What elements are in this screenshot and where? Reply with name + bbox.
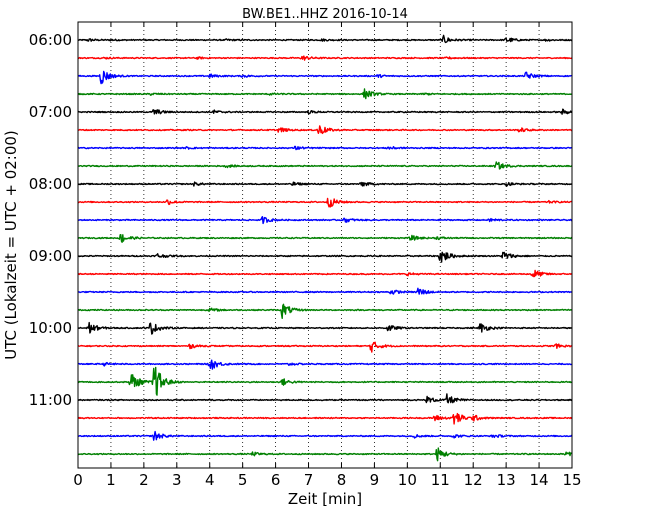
x-tick-label: 10 [398,471,417,489]
seismogram-trace [77,430,573,441]
x-tick-label: 7 [304,471,314,489]
x-tick-label: 0 [73,471,83,489]
seismogram-trace [77,321,573,335]
trace-group [77,34,573,462]
y-tick-label: 07:00 [29,103,72,121]
seismogram-trace [77,55,573,61]
y-tick-label: 10:00 [29,319,72,337]
seismogram-trace [77,70,572,85]
y-tick-label: 11:00 [29,391,72,409]
seismogram-trace [77,303,573,319]
x-tick-label: 2 [139,471,149,489]
seismogram-trace [77,412,573,425]
x-tick-label: 6 [271,471,281,489]
seismogram-trace [77,181,573,187]
seismogram-trace [77,359,573,370]
x-tick-label: 11 [431,471,450,489]
x-tick-label: 1 [106,471,116,489]
x-axis-ticks: 0 1 2 3 4 5 6 7 8 9 10 11 12 13 14 15 [73,22,582,489]
x-axis-label: Zeit [min] [288,490,362,508]
seismogram-trace [77,447,573,462]
seismogram-trace [77,108,573,115]
seismogram-trace [77,215,573,225]
chart-title: BW.BE1..HHZ 2016-10-14 [242,7,408,22]
seismogram-trace [77,251,572,263]
x-tick-label: 8 [337,471,347,489]
x-tick-label: 3 [172,471,182,489]
y-axis-label: UTC (Lokalzeit = UTC + 02:00) [2,130,20,360]
seismogram-trace [77,34,573,44]
x-tick-label: 14 [530,471,549,489]
y-tick-label: 09:00 [29,247,72,265]
seismogram-trace [77,393,573,404]
x-tick-label: 15 [562,471,581,489]
seismogram-trace [77,161,573,170]
seismogram-trace [77,197,573,208]
seismogram-trace [77,125,573,135]
x-tick-label: 13 [497,471,516,489]
x-tick-label: 5 [238,471,248,489]
seismogram-trace [77,366,573,396]
y-axis-ticks: 06:00 07:00 08:00 09:00 10:00 11:00 [29,31,572,409]
y-tick-label: 06:00 [29,31,72,49]
y-tick-label: 08:00 [29,175,72,193]
seismogram-trace [77,88,573,100]
plot-frame [77,21,573,469]
x-tick-label: 4 [205,471,215,489]
x-tick-label: 9 [370,471,380,489]
plot-area [78,22,572,468]
seismogram-trace [77,287,573,295]
seismogram-trace [77,233,573,244]
seismogram-trace [77,145,573,151]
x-tick-label: 12 [464,471,483,489]
seismogram-trace [77,269,573,278]
seismogram-trace [77,341,573,353]
